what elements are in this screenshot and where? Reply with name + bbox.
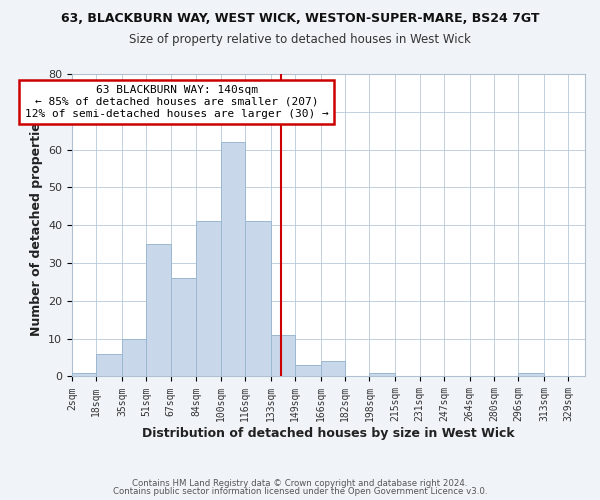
Bar [271,335,295,376]
X-axis label: Distribution of detached houses by size in West Wick: Distribution of detached houses by size … [142,427,515,440]
Bar [122,338,146,376]
Bar [170,278,196,376]
Bar [295,365,321,376]
Bar [221,142,245,376]
Bar [146,244,170,376]
Bar [72,372,96,376]
Text: Contains public sector information licensed under the Open Government Licence v3: Contains public sector information licen… [113,487,487,496]
Text: Contains HM Land Registry data © Crown copyright and database right 2024.: Contains HM Land Registry data © Crown c… [132,478,468,488]
Text: 63, BLACKBURN WAY, WEST WICK, WESTON-SUPER-MARE, BS24 7GT: 63, BLACKBURN WAY, WEST WICK, WESTON-SUP… [61,12,539,26]
Bar [96,354,122,376]
Bar [245,222,271,376]
Bar [518,372,544,376]
Text: Size of property relative to detached houses in West Wick: Size of property relative to detached ho… [129,32,471,46]
Bar [196,222,221,376]
Y-axis label: Number of detached properties: Number of detached properties [29,114,43,336]
Bar [370,372,395,376]
Text: 63 BLACKBURN WAY: 140sqm
← 85% of detached houses are smaller (207)
12% of semi-: 63 BLACKBURN WAY: 140sqm ← 85% of detach… [25,86,329,118]
Bar [321,362,345,376]
